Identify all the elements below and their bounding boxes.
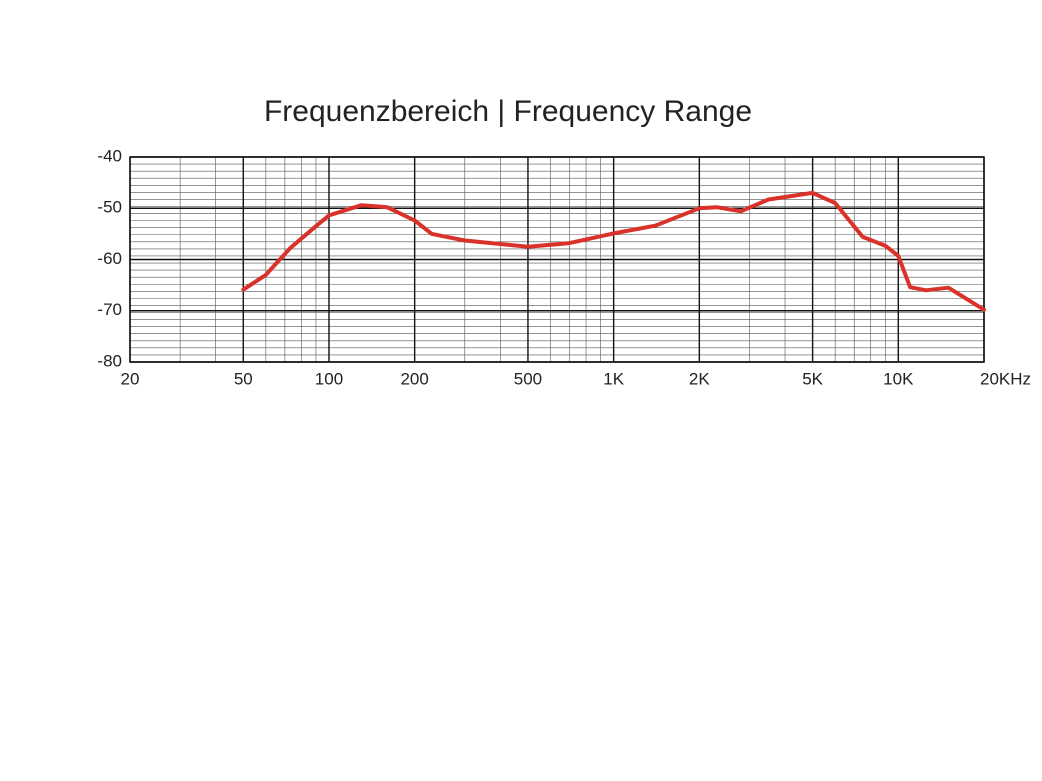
x-tick-label: 2K [689,369,710,388]
response-line [241,190,986,312]
x-tick-label: 200 [400,369,428,388]
y-tick-label: -60 [97,249,122,268]
x-tick-label: 50 [234,369,253,388]
x-tick-label: 10K [883,369,914,388]
x-tick-label: 1K [603,369,624,388]
x-tick-label: 500 [514,369,542,388]
y-tick-label: -70 [97,300,122,319]
plot-frame [129,156,985,363]
y-tick-label: -80 [97,351,122,370]
chart-title: Frequenzbereich | Frequency Range [264,95,752,128]
x-tick-label: 20KHz [980,369,1031,388]
x-tick-label: 20 [121,369,140,388]
x-tick-label: 5K [802,369,823,388]
y-tick-label: -40 [97,146,122,165]
x-tick-label: 100 [315,369,343,388]
y-tick-label: -50 [97,198,122,217]
